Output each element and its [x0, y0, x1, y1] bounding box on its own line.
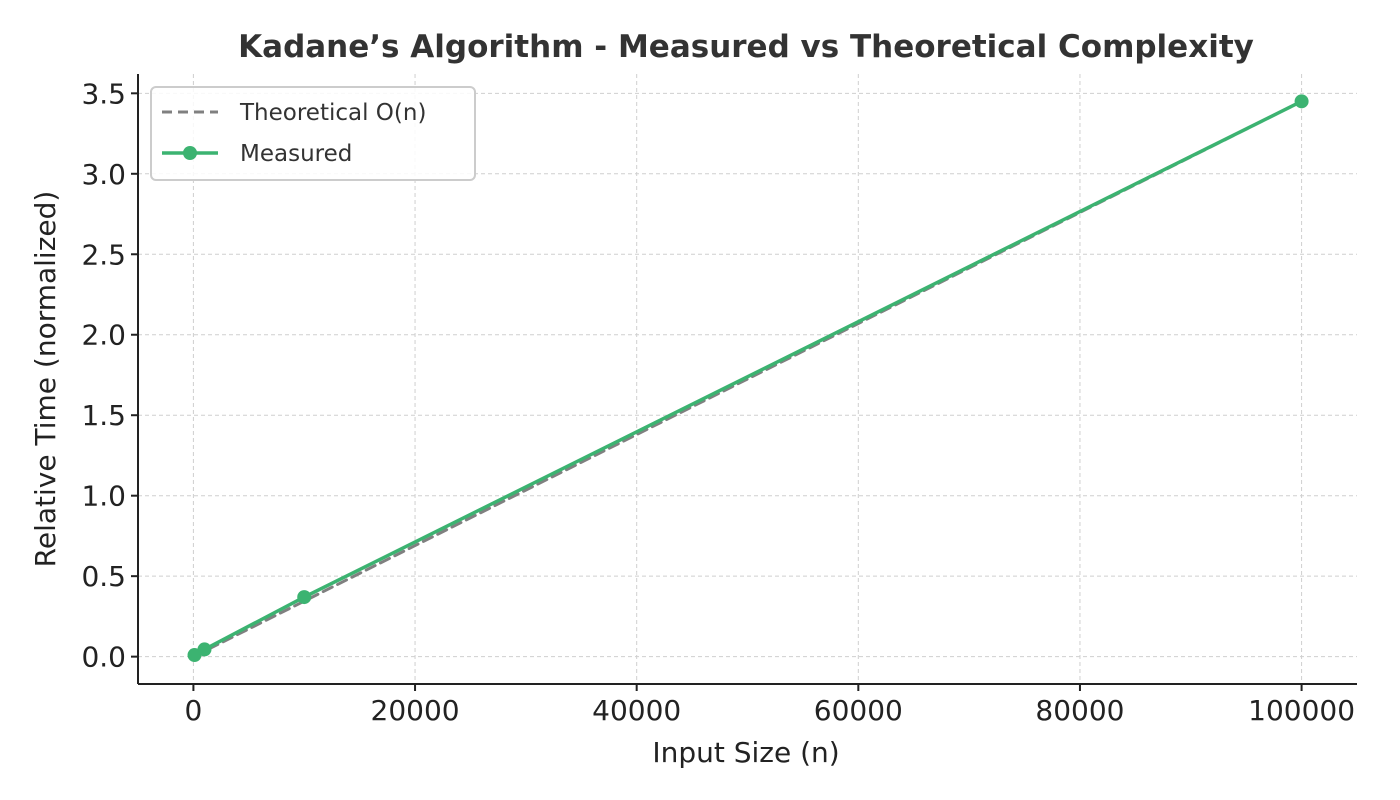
- legend-marker-measured: [183, 146, 197, 160]
- y-axis-label: Relative Time (normalized): [29, 191, 62, 568]
- y-tick-label: 3.5: [81, 77, 126, 110]
- y-tick-label: 2.5: [81, 238, 126, 271]
- series-layer: [187, 94, 1309, 663]
- legend-label-measured: Measured: [240, 141, 352, 167]
- y-tick-label: 0.5: [81, 560, 126, 593]
- measured-point: [297, 590, 312, 605]
- x-axis-label: Input Size (n): [652, 736, 839, 769]
- legend-label-theoretical: Theoretical O(n): [239, 100, 426, 126]
- y-tick-label: 1.5: [81, 399, 126, 432]
- x-tick-label: 0: [184, 694, 202, 727]
- measured-point: [1294, 94, 1309, 109]
- legend: Theoretical O(n) Measured: [150, 86, 476, 181]
- measured-point: [197, 642, 212, 657]
- y-tick-label: 3.0: [81, 158, 126, 191]
- x-tick-label: 80000: [1035, 694, 1124, 727]
- x-tick-label: 100000: [1248, 694, 1355, 727]
- x-axis-ticks: 0 20000 40000 60000 80000 100000: [184, 684, 1355, 727]
- chart-title: Kadane’s Algorithm - Measured vs Theoret…: [238, 29, 1254, 65]
- y-tick-label: 2.0: [81, 319, 126, 352]
- x-tick-label: 40000: [592, 694, 681, 727]
- x-tick-label: 60000: [814, 694, 903, 727]
- y-axis-ticks: 0.0 0.5 1.0 1.5 2.0 2.5 3.0 3.5: [81, 77, 138, 674]
- y-tick-label: 0.0: [81, 641, 126, 674]
- legend-box: [150, 86, 476, 181]
- x-tick-label: 20000: [371, 694, 460, 727]
- y-tick-label: 1.0: [81, 480, 126, 513]
